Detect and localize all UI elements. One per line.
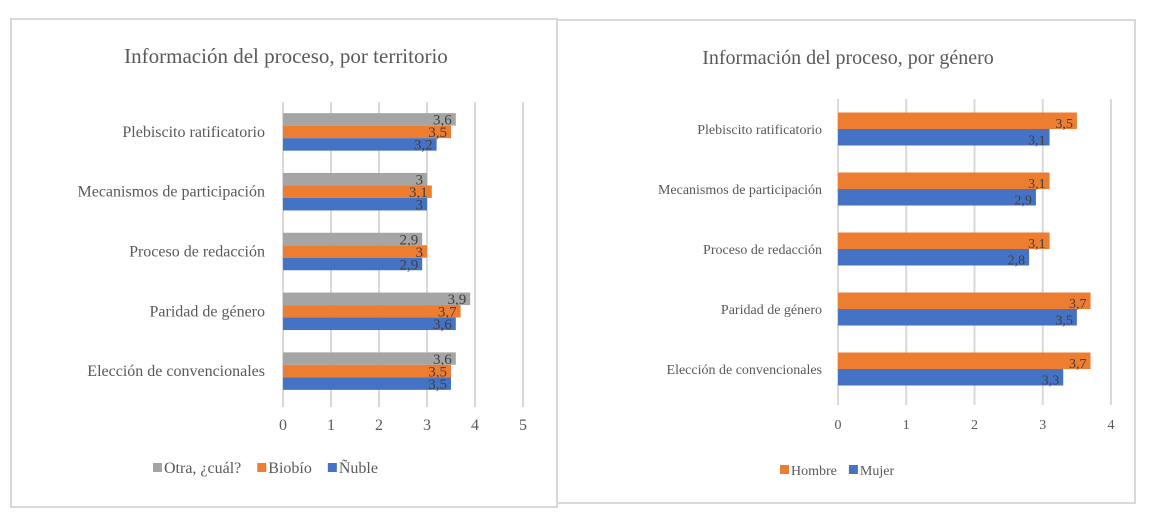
- x-tick-label: 1: [903, 418, 910, 433]
- legend-swatch: [257, 463, 267, 472]
- bar: [283, 305, 461, 318]
- data-label: 3: [416, 197, 424, 213]
- x-tick-label: 5: [519, 417, 527, 434]
- data-label: 3,5: [428, 125, 447, 141]
- data-label: 3,6: [433, 317, 452, 333]
- data-label: 3,5: [428, 364, 447, 380]
- bar: [283, 245, 427, 258]
- data-label: 3,1: [409, 185, 428, 201]
- bar: [838, 352, 1091, 369]
- category-label: Mecanismos de participación: [658, 183, 822, 198]
- legend-swatch: [153, 463, 162, 472]
- x-tick-label: 3: [423, 417, 431, 434]
- bar: [283, 292, 471, 306]
- bar: [283, 125, 451, 139]
- data-label: 2,8: [1008, 254, 1026, 269]
- bar: [283, 185, 432, 198]
- data-label: 3,6: [433, 113, 452, 129]
- data-label: 3,2: [414, 138, 433, 154]
- bar: [838, 112, 1077, 129]
- legend-swatch: [327, 463, 337, 472]
- category-label: Plebiscito ratificatorio: [697, 123, 822, 138]
- data-label: 3,9: [447, 292, 466, 308]
- x-tick-label: 0: [279, 417, 287, 434]
- data-label: 3,6: [433, 352, 452, 368]
- gender-chart-svg: Información del proceso, por género 3,5 3…: [658, 47, 1115, 479]
- bar: [838, 172, 1050, 189]
- bar: [283, 352, 456, 365]
- data-label: 3,1: [1028, 177, 1046, 192]
- bar: [283, 138, 437, 151]
- bar: [283, 377, 451, 390]
- legend-label: Mujer: [860, 464, 895, 479]
- data-label: 3,5: [1055, 117, 1073, 132]
- bar: [283, 257, 423, 271]
- x-tick-label: 4: [471, 417, 479, 434]
- category-label: Proceso de redacción: [129, 244, 265, 261]
- x-tick-label: 2: [375, 417, 383, 434]
- category-label: Elección de convencionales: [87, 363, 265, 380]
- bar: [838, 189, 1036, 206]
- category-label: Paridad de género: [149, 303, 265, 320]
- x-tick-label: 0: [835, 418, 842, 433]
- data-label: 3,7: [438, 305, 457, 321]
- legend-swatch: [780, 465, 789, 474]
- data-label: 3,7: [1069, 357, 1087, 372]
- data-label: 2,9: [399, 232, 418, 248]
- legend-label: Otra, ¿cuál?: [164, 460, 241, 477]
- bar: [838, 292, 1091, 309]
- category-label: Mecanismos de participación: [78, 184, 266, 201]
- bar: [838, 309, 1077, 326]
- category-label: Elección de convencionales: [667, 363, 822, 378]
- bar: [283, 113, 456, 126]
- x-tick-label: 3: [1039, 418, 1046, 433]
- territory-chart-svg: Información del proceso, por territorio …: [78, 44, 528, 477]
- chart-title: Información del proceso, por territorio: [124, 44, 448, 68]
- category-label: Paridad de género: [721, 303, 822, 318]
- data-label: 3,1: [1028, 134, 1046, 149]
- data-label: 3,7: [1069, 297, 1087, 312]
- data-label: 3,3: [1042, 374, 1060, 389]
- bar: [838, 232, 1050, 249]
- category-label: Plebiscito ratificatorio: [122, 124, 265, 141]
- gender-chart: Información del proceso, por género 3,5 3…: [556, 19, 1136, 504]
- legend-label: Biobío: [268, 460, 312, 477]
- legend-label: Hombre: [791, 464, 837, 479]
- data-label: 3: [416, 245, 424, 261]
- bar: [838, 369, 1064, 386]
- data-label: 3: [416, 172, 424, 188]
- data-label: 2,9: [399, 257, 418, 273]
- bar: [283, 317, 456, 331]
- category-label: Proceso de redacción: [703, 243, 822, 258]
- bar: [283, 197, 427, 211]
- data-label: 3,1: [1028, 237, 1046, 252]
- data-label: 3,5: [428, 377, 447, 393]
- bar: [838, 129, 1050, 146]
- bar: [838, 249, 1030, 266]
- legend-label: Ñuble: [339, 459, 378, 477]
- data-label: 3,5: [1055, 314, 1073, 329]
- bar: [283, 172, 427, 186]
- data-label: 2,9: [1014, 194, 1032, 209]
- x-tick-label: 1: [327, 417, 335, 434]
- bar: [283, 364, 451, 378]
- x-tick-label: 4: [1108, 418, 1115, 433]
- territory-chart: Información del proceso, por territorio …: [10, 18, 558, 508]
- bar: [283, 232, 423, 246]
- chart-title: Información del proceso, por género: [702, 47, 994, 69]
- legend-swatch: [848, 465, 858, 474]
- x-tick-label: 2: [971, 418, 978, 433]
